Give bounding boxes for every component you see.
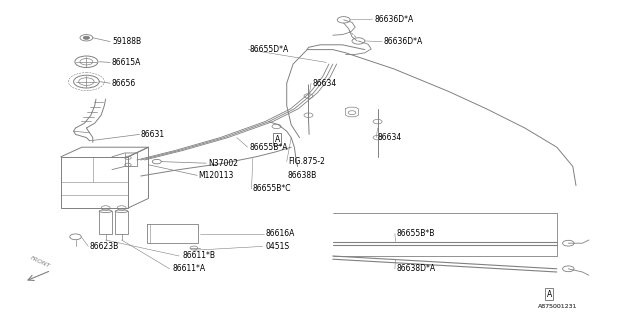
Text: N37002: N37002 (208, 159, 238, 168)
Text: A: A (547, 290, 552, 299)
Text: 86638B: 86638B (288, 171, 317, 180)
Text: 86623B: 86623B (90, 242, 119, 251)
Text: 86636D*A: 86636D*A (384, 37, 423, 46)
Text: 86615A: 86615A (112, 58, 141, 67)
Text: 86655D*A: 86655D*A (250, 45, 289, 54)
Text: 0451S: 0451S (266, 242, 290, 251)
Text: 86611*A: 86611*A (173, 264, 206, 273)
Text: 86638D*A: 86638D*A (397, 264, 436, 273)
Circle shape (83, 36, 90, 39)
Text: 86634: 86634 (378, 133, 402, 142)
Text: A: A (275, 135, 280, 144)
Text: 59188B: 59188B (112, 37, 141, 46)
Text: 86655B*A: 86655B*A (250, 143, 288, 152)
Text: 86631: 86631 (141, 130, 165, 139)
Text: A875001231: A875001231 (538, 304, 577, 309)
Text: FIG.875-2: FIG.875-2 (288, 157, 325, 166)
Text: 86611*B: 86611*B (182, 252, 216, 260)
Text: 86655B*C: 86655B*C (253, 184, 291, 193)
Text: 86656: 86656 (112, 79, 136, 88)
Text: 86636D*A: 86636D*A (374, 15, 413, 24)
Text: M120113: M120113 (198, 171, 234, 180)
Text: 86655B*B: 86655B*B (397, 229, 435, 238)
Text: 86616A: 86616A (266, 229, 295, 238)
Text: 86634: 86634 (312, 79, 337, 88)
Text: FRONT: FRONT (29, 255, 51, 269)
Text: A875001231: A875001231 (538, 304, 577, 309)
